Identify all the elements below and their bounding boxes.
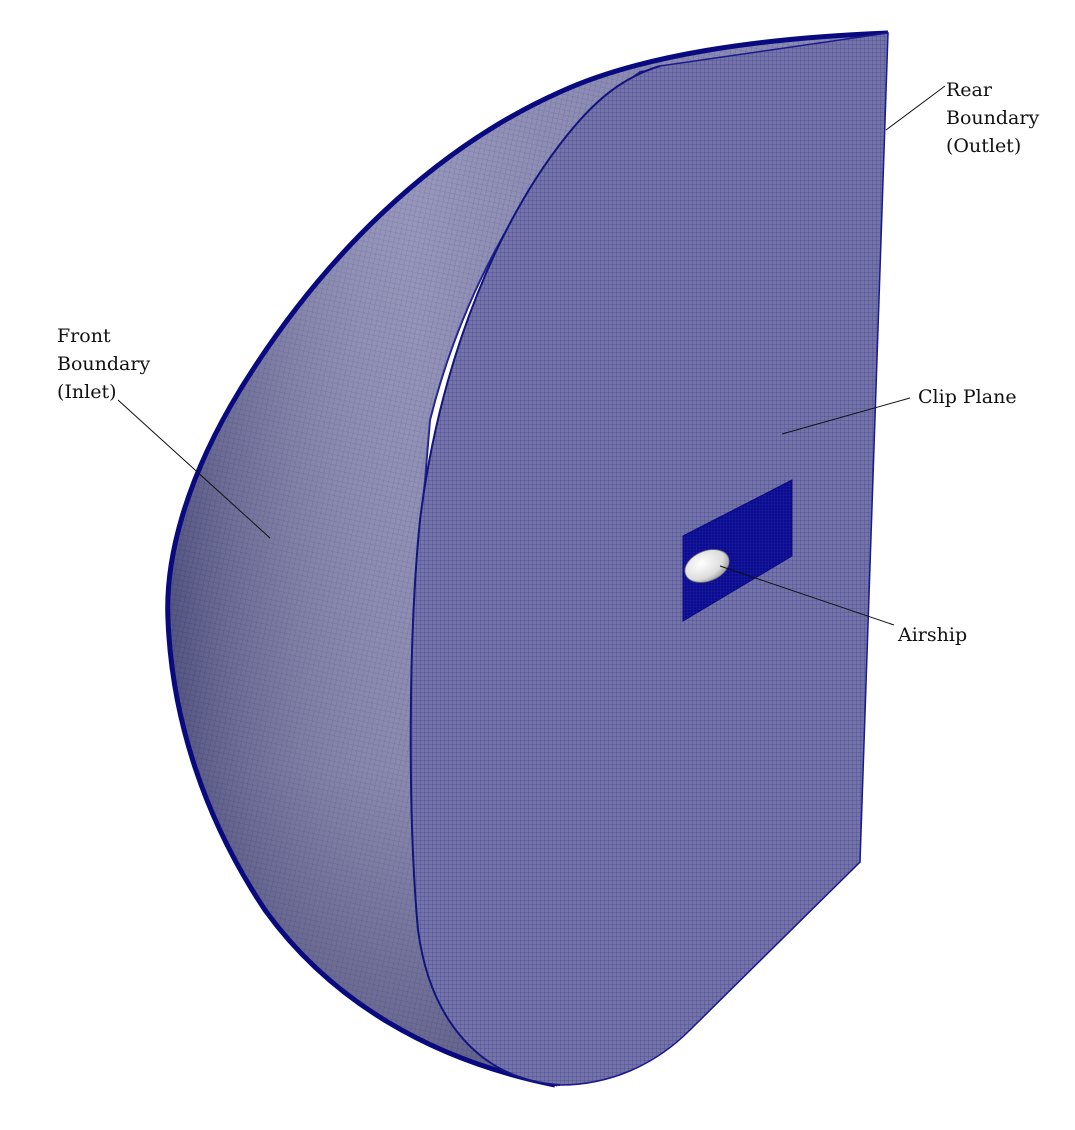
clip-plane-label: Clip Plane: [918, 386, 1017, 408]
clip-plane-leader: [781, 397, 911, 435]
rear-boundary-leader: [885, 85, 946, 131]
front-boundary-leader: [117, 399, 271, 539]
airship-label: Airship: [898, 624, 968, 646]
front-boundary-label: Front Boundary (Inlet): [57, 322, 150, 406]
front-boundary-label-line-3: (Inlet): [57, 381, 117, 403]
airship-leader: [719, 565, 895, 626]
rear-boundary-label-line-3: (Outlet): [946, 135, 1022, 157]
rear-boundary-label: Rear Boundary (Outlet): [946, 76, 1039, 160]
rear-boundary-label-line-2: Boundary: [946, 107, 1040, 129]
rear-boundary-label-line-1: Rear: [946, 79, 992, 101]
front-boundary-label-line-2: Boundary: [57, 353, 151, 375]
front-boundary-label-line-1: Front: [57, 325, 111, 347]
refinement-region: [682, 479, 793, 622]
airship-body: [684, 549, 730, 583]
